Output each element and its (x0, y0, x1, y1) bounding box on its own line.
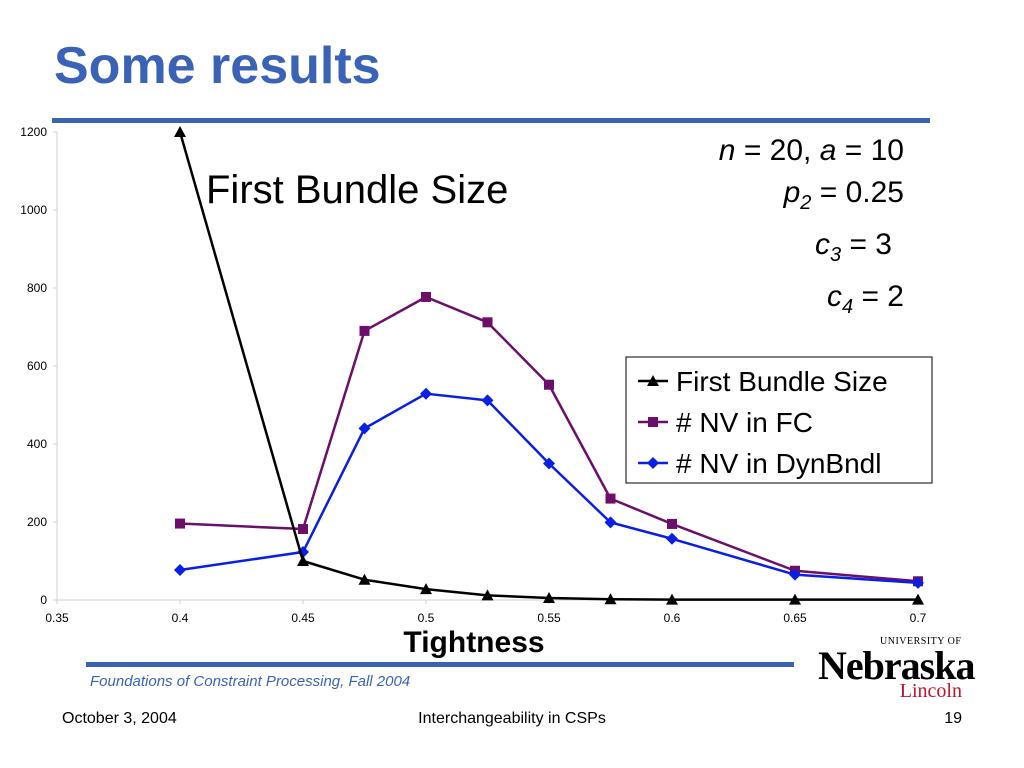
nebraska-logo: UNIVERSITY OF Nebraska Lincoln (818, 636, 975, 702)
y-tick-label: 1200 (20, 125, 47, 139)
param-line-3: c3 = 3 (600, 224, 904, 276)
legend-label: # NV in FC (676, 407, 813, 438)
data-point (298, 524, 308, 535)
data-point (912, 576, 924, 589)
y-tick-label: 1000 (20, 203, 47, 217)
param-line-4: c4 = 2 (600, 276, 904, 328)
data-point (358, 573, 371, 585)
footer-divider (86, 662, 794, 667)
x-tick-label: 0.6 (664, 611, 681, 625)
param-c3-value: = 3 (849, 228, 892, 261)
data-point (604, 593, 617, 605)
logo-university-text: UNIVERSITY OF (880, 636, 962, 647)
param-a-var: a (819, 134, 837, 167)
data-point (912, 593, 924, 605)
legend-marker (647, 457, 659, 469)
y-tick-label: 800 (27, 281, 47, 295)
footer-title: Interchangeability in CSPs (418, 710, 606, 727)
x-tick-label: 0.55 (537, 611, 561, 625)
param-n-var: n (718, 134, 736, 167)
y-tick-label: 200 (27, 515, 47, 529)
chart-title: First Bundle Size (206, 168, 508, 212)
data-point (543, 457, 555, 470)
param-line-1: n = 20, a = 10 (600, 130, 904, 172)
param-p2-var: p (783, 176, 801, 209)
legend-box (625, 356, 933, 484)
legend-marker (648, 417, 658, 427)
page-number: 19 (944, 710, 962, 727)
data-point (297, 555, 309, 566)
param-c4-sub: 4 (841, 296, 854, 318)
param-line-2: p2 = 0.25 (600, 172, 904, 224)
footer-date: October 3, 2004 (62, 710, 177, 727)
data-point (175, 518, 185, 529)
data-point (605, 493, 616, 504)
data-point (174, 126, 186, 137)
x-axis-label: Tightness (403, 626, 544, 659)
param-p2-value: = 0.25 (819, 176, 904, 209)
data-point (667, 518, 677, 529)
course-name: Foundations of Constraint Processing, Fa… (90, 673, 411, 690)
param-c4-value: = 2 (861, 280, 904, 313)
data-point (482, 317, 493, 328)
y-tick-label: 0 (40, 593, 47, 607)
logo-name-text: Nebraska (818, 643, 975, 688)
y-tick-label: 400 (27, 437, 47, 451)
series-line (179, 392, 919, 585)
param-a-value: = 10 (844, 134, 904, 167)
x-tick-label: 0.45 (291, 611, 315, 625)
parameter-block: n = 20, a = 10 p2 = 0.25 c3 = 3 c4 = 2 (600, 130, 904, 328)
data-point (420, 387, 432, 400)
data-point (666, 593, 678, 605)
x-tick-label: 0.7 (910, 611, 927, 625)
data-point (789, 593, 801, 605)
data-point (544, 379, 554, 390)
data-point (358, 422, 371, 435)
x-tick-label: 0.5 (418, 611, 435, 625)
line-chart: 0.35 0.4 0.45 0.5 0.55 0.6 0.65 0.7 0 200 400 600 80… (20, 125, 933, 659)
legend-label: # NV in DynBndl (676, 448, 881, 479)
data-point (666, 532, 678, 545)
legend-marker (647, 375, 659, 386)
x-tick-label: 0.4 (172, 611, 189, 625)
series-line (179, 295, 919, 583)
logo-campus-text: Lincoln (899, 680, 962, 702)
slide-title: Some results (54, 37, 381, 95)
param-c3-sub: 3 (829, 244, 842, 266)
param-n-value: = 20, (743, 134, 812, 167)
title-divider (52, 118, 930, 123)
data-point (481, 589, 494, 601)
data-point (174, 563, 186, 576)
param-c4-var: c (826, 280, 842, 313)
x-tick-label: 0.65 (783, 611, 807, 625)
param-p2-sub: 2 (800, 192, 812, 214)
data-point (421, 291, 431, 302)
y-tick-label: 600 (27, 359, 47, 373)
data-point (420, 583, 432, 595)
data-point (359, 325, 370, 336)
data-point (543, 592, 555, 604)
series-line (178, 131, 918, 601)
param-c3-var: c (814, 228, 830, 261)
data-point (481, 394, 494, 407)
legend-label: First Bundle Size (676, 366, 888, 397)
data-point (789, 568, 801, 581)
data-point (604, 516, 617, 529)
x-tick-label: 0.35 (45, 611, 69, 625)
